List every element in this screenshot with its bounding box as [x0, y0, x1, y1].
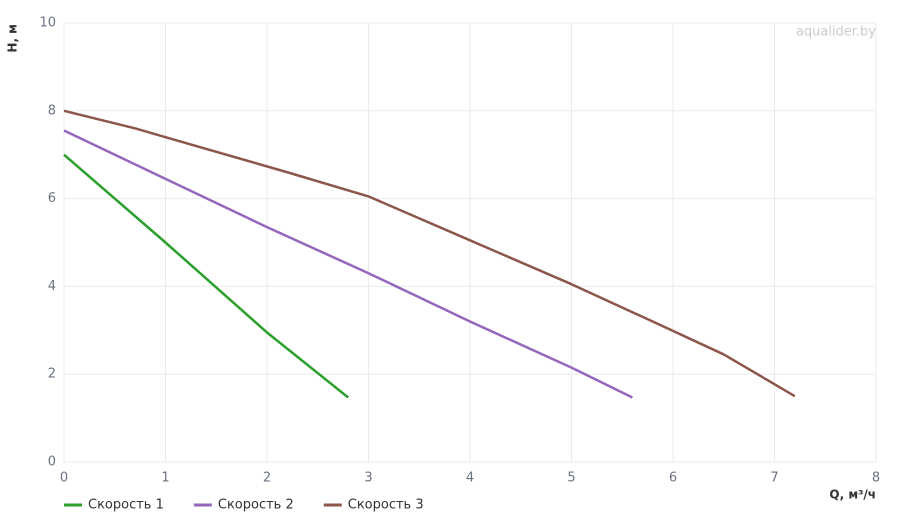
x-tick-label: 7	[770, 471, 778, 486]
y-tick-label: 2	[48, 367, 56, 382]
y-tick-label: 8	[48, 103, 56, 118]
x-tick-label: 3	[364, 471, 372, 486]
legend-label: Скорость 1	[88, 498, 164, 513]
x-tick-label: 4	[466, 471, 474, 486]
x-tick-label: 2	[263, 471, 271, 486]
y-axis-title: H, м	[6, 24, 20, 53]
watermark: aqualider.by	[796, 25, 876, 40]
y-tick-label: 0	[48, 455, 56, 470]
legend-label: Скорость 2	[218, 498, 294, 513]
x-tick-label: 8	[872, 471, 880, 486]
y-tick-label: 6	[48, 191, 56, 206]
y-tick-label: 10	[39, 16, 56, 31]
x-tick-label: 5	[567, 471, 575, 486]
series-line	[63, 129, 633, 399]
series-line	[63, 153, 349, 399]
y-tick-label: 4	[48, 279, 56, 294]
x-tick-label: 0	[60, 471, 68, 486]
legend-label: Скорость 3	[348, 498, 424, 513]
series-line	[63, 109, 796, 398]
x-axis-title: Q, м³/ч	[829, 488, 876, 502]
x-tick-label: 1	[161, 471, 169, 486]
x-tick-label: 6	[669, 471, 677, 486]
